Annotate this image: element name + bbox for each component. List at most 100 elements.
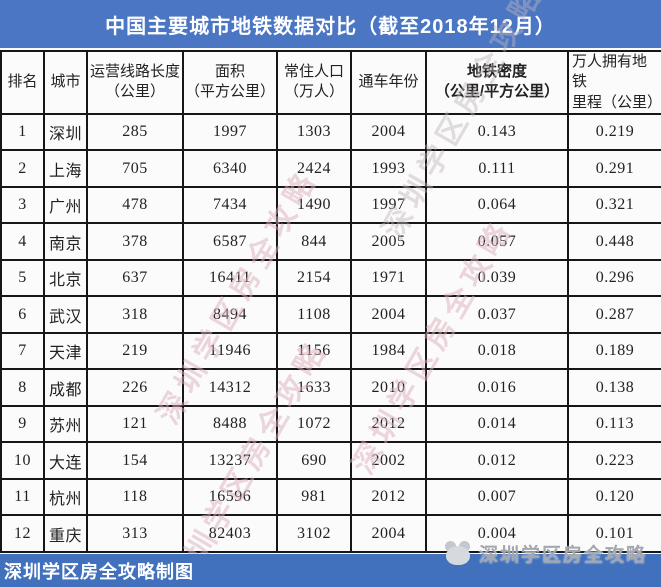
table-cell: 武汉 [43,295,88,334]
col-header-population: 常住人口 （万人） [276,50,352,115]
metro-data-table: 排名 城市 运营线路长度 （公里） 面积 （平方公里） 常住人口 （万人） 通车… [0,50,661,553]
table-cell: 8 [0,368,45,407]
table-row: 7 天津 219 11946 1156 1984 0.018 0.189 [0,331,661,371]
table-cell: 上海 [43,149,88,188]
table-cell: 0.113 [567,404,661,444]
table-row: 11 杭州 118 16596 981 2012 0.007 0.120 [0,477,661,517]
table-cell: 121 [86,404,184,444]
table-cell: 378 [86,222,184,261]
table-cell: 13237 [182,441,278,480]
table-cell: 2005 [350,222,427,261]
table-cell: 0.016 [425,368,569,407]
table-cell: 大连 [43,441,88,480]
logo-ear-left [444,541,456,552]
col-header-area: 面积 （平方公里） [182,50,278,115]
table-cell: 478 [86,185,184,225]
brand-name-text: 深圳学区房全攻略 [478,545,647,566]
footer-bar: 深圳学区房全攻略制图 [0,554,661,587]
table-cell: 苏州 [43,404,88,444]
table-cell: 2010 [350,368,427,407]
table-row: 2 上海 705 6340 2424 1993 0.111 0.291 [0,149,661,188]
table-row: 6 武汉 318 8494 1108 2004 0.037 0.287 [0,295,661,334]
table-cell: 1633 [276,368,352,407]
table-cell: 285 [86,112,184,152]
table-cell: 6587 [182,222,278,261]
col-header-line-length: 运营线路长度 （公里） [86,50,184,115]
table-cell: 705 [86,149,184,188]
brand-watermark: 深圳学区房全攻略 [444,540,647,567]
table-cell: 0.057 [425,222,569,261]
table-cell: 0.219 [567,112,661,152]
table-cell: 4 [0,222,45,261]
col-header-metro-density: 地铁密度 （公里/平方公里） [425,50,569,115]
table-row: 3 广州 478 7434 1490 1997 0.064 0.321 [0,185,661,225]
table-cell: 690 [276,441,352,480]
table-cell: 9 [0,404,45,444]
table-cell: 1490 [276,185,352,225]
table-cell: 3102 [276,514,352,553]
table-cell: 2012 [350,477,427,517]
table-row: 10 大连 154 13237 690 2002 0.012 0.223 [0,441,661,480]
header-row: 排名 城市 运营线路长度 （公里） 面积 （平方公里） 常住人口 （万人） 通车… [0,50,661,115]
table-cell: 0.064 [425,185,569,225]
table-cell: 226 [86,368,184,407]
col-header-rank: 排名 [0,50,45,115]
table-cell: 1303 [276,112,352,152]
table-row: 12 重庆 313 82403 3102 2004 0.004 0.101 [0,514,661,553]
table-cell: 313 [86,514,184,553]
table-cell: 7 [0,331,45,371]
table-cell: 2012 [350,404,427,444]
table-cell: 0.448 [567,222,661,261]
col-header-city: 城市 [43,50,88,115]
table-cell: 1 [0,112,45,152]
logo-ear-right [458,541,470,552]
table-cell: 12 [0,514,45,553]
table-cell: 14312 [182,368,278,407]
table-cell: 0.321 [567,185,661,225]
table-cell: 2004 [350,295,427,334]
table-cell: 0.138 [567,368,661,407]
table-cell: 2004 [350,514,427,553]
table-cell: 6340 [182,149,278,188]
table-cell: 10 [0,441,45,480]
table-cell: 天津 [43,331,88,371]
panda-logo-icon [444,541,473,566]
table-row: 9 苏州 121 8488 1072 2012 0.014 0.113 [0,404,661,444]
table-cell: 杭州 [43,477,88,517]
table-cell: 981 [276,477,352,517]
table-cell: 16411 [182,258,278,298]
table-cell: 1971 [350,258,427,298]
table-cell: 1072 [276,404,352,444]
table-cell: 1108 [276,295,352,334]
table-cell: 北京 [43,258,88,298]
table-cell: 8494 [182,295,278,334]
table-cell: 5 [0,258,45,298]
table-cell: 6 [0,295,45,334]
table-row: 4 南京 378 6587 844 2005 0.057 0.448 [0,222,661,261]
table-row: 8 成都 226 14312 1633 2010 0.016 0.138 [0,368,661,407]
table-cell: 0.037 [425,295,569,334]
col-header-mileage-per-10k: 万人拥有地铁 里程（公里） [567,50,661,115]
table-cell: 0.143 [425,112,569,152]
table-row: 1 深圳 285 1997 1303 2004 0.143 0.219 [0,112,661,152]
table-cell: 0.111 [425,149,569,188]
table-cell: 南京 [43,222,88,261]
table-cell: 8488 [182,404,278,444]
table-cell: 3 [0,185,45,225]
table-row: 5 北京 637 16411 2154 1971 0.039 0.296 [0,258,661,298]
table-cell: 0.018 [425,331,569,371]
table-cell: 16596 [182,477,278,517]
table-cell: 318 [86,295,184,334]
table-cell: 0.291 [567,149,661,188]
credit-text: 深圳学区房全攻略制图 [4,561,194,582]
page-title: 中国主要城市地铁数据对比（截至2018年12月） [105,15,556,38]
table-cell: 0.189 [567,331,661,371]
table-cell: 1156 [276,331,352,371]
table-cell: 成都 [43,368,88,407]
table-cell: 1997 [182,112,278,152]
table-cell: 广州 [43,185,88,225]
table-cell: 118 [86,477,184,517]
table-cell: 2154 [276,258,352,298]
table-cell: 2 [0,149,45,188]
table-cell: 0.120 [567,477,661,517]
